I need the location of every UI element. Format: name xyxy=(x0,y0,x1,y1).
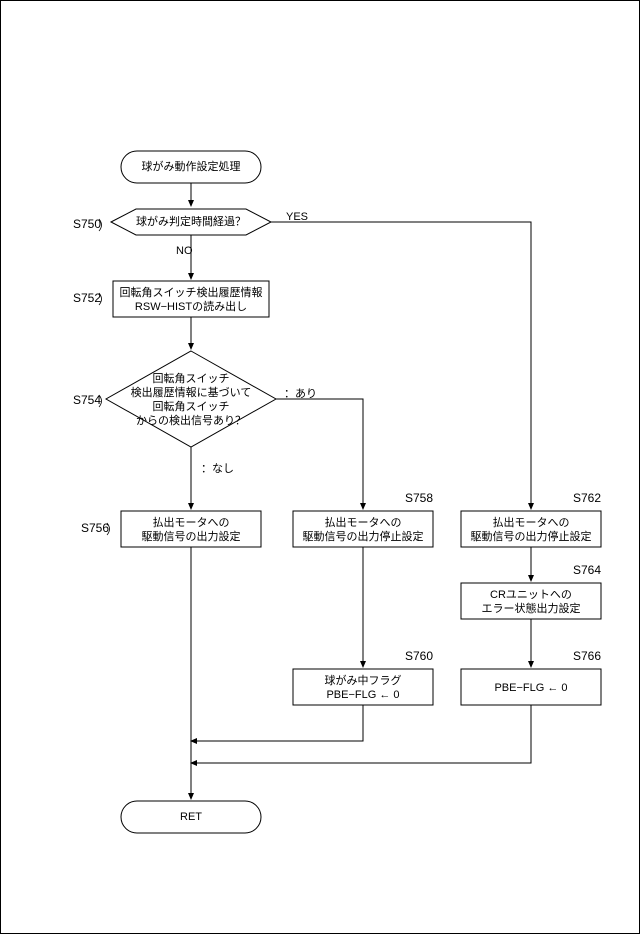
node-ret: RET xyxy=(121,801,261,833)
s764-label: S764 xyxy=(573,563,601,577)
node-s756: 払出モータへの 駆動信号の出力設定 xyxy=(121,511,261,547)
s760-label: S760 xyxy=(405,649,433,663)
node-s750: 球がみ判定時間経過？ xyxy=(111,209,271,235)
edge-yes: YES xyxy=(286,211,308,223)
s750-label: S750 xyxy=(73,217,101,231)
s762-text1: 払出モータへの xyxy=(493,515,570,529)
s754-text2: 検出履歴情報に基づいて xyxy=(131,385,252,399)
s756-text2: 駆動信号の出力設定 xyxy=(142,529,241,543)
edge-no: NO xyxy=(176,245,193,257)
s752-text1: 回転角スイッチ検出履歴情報 xyxy=(120,285,263,299)
node-s762: 払出モータへの 駆動信号の出力停止設定 xyxy=(461,511,601,547)
s752-label: S752 xyxy=(73,291,101,305)
edge xyxy=(271,222,531,509)
s762-text2: 駆動信号の出力停止設定 xyxy=(471,529,592,543)
flowchart-canvas: 球がみ動作設定処理 球がみ判定時間経過？ S750 YES NO 回転角スイッチ… xyxy=(1,1,640,935)
s766-label: S766 xyxy=(573,649,601,663)
node-s758: 払出モータへの 駆動信号の出力停止設定 xyxy=(293,511,433,547)
s754-text4: からの検出信号あり？ xyxy=(136,413,246,427)
s758-label: S758 xyxy=(405,491,433,505)
s754-text3: 回転角スイッチ xyxy=(153,400,230,413)
edge-nashi: ：なし xyxy=(201,462,234,475)
s766-text: PBE−FLG ← 0 xyxy=(494,682,567,694)
s760-text2: PBE−FLG ← 0 xyxy=(326,689,399,701)
s752-text2: RSW−HISTの読み出し xyxy=(135,299,247,313)
node-s752: 回転角スイッチ検出履歴情報 RSW−HISTの読み出し xyxy=(113,281,269,317)
ret-text: RET xyxy=(180,811,202,823)
node-s764: CRユニットへの エラー状態出力設定 xyxy=(461,583,601,619)
s758-text1: 払出モータへの xyxy=(325,515,402,529)
edge xyxy=(191,705,531,763)
edge xyxy=(276,399,363,509)
s762-label: S762 xyxy=(573,491,601,505)
s756-label: S756 xyxy=(81,521,109,535)
s756-text1: 払出モータへの xyxy=(153,515,230,529)
s754-text1: 回転角スイッチ xyxy=(153,372,230,385)
s758-text2: 駆動信号の出力停止設定 xyxy=(303,529,424,543)
node-s766: PBE−FLG ← 0 xyxy=(461,669,601,705)
start-text: 球がみ動作設定処理 xyxy=(142,159,241,173)
s764-text1: CRユニットへの xyxy=(490,589,572,601)
s750-text: 球がみ判定時間経過？ xyxy=(136,214,246,228)
s754-label: S754 xyxy=(73,393,101,407)
node-s760: 球がみ中フラグ PBE−FLG ← 0 xyxy=(293,669,433,705)
node-start: 球がみ動作設定処理 xyxy=(121,151,261,183)
s764-text2: エラー状態出力設定 xyxy=(482,601,581,615)
node-s754: 回転角スイッチ 検出履歴情報に基づいて 回転角スイッチ からの検出信号あり？ xyxy=(106,351,276,447)
edge-ari: ：あり xyxy=(284,387,317,400)
s760-text1: 球がみ中フラグ xyxy=(325,673,402,687)
edge xyxy=(191,705,363,741)
